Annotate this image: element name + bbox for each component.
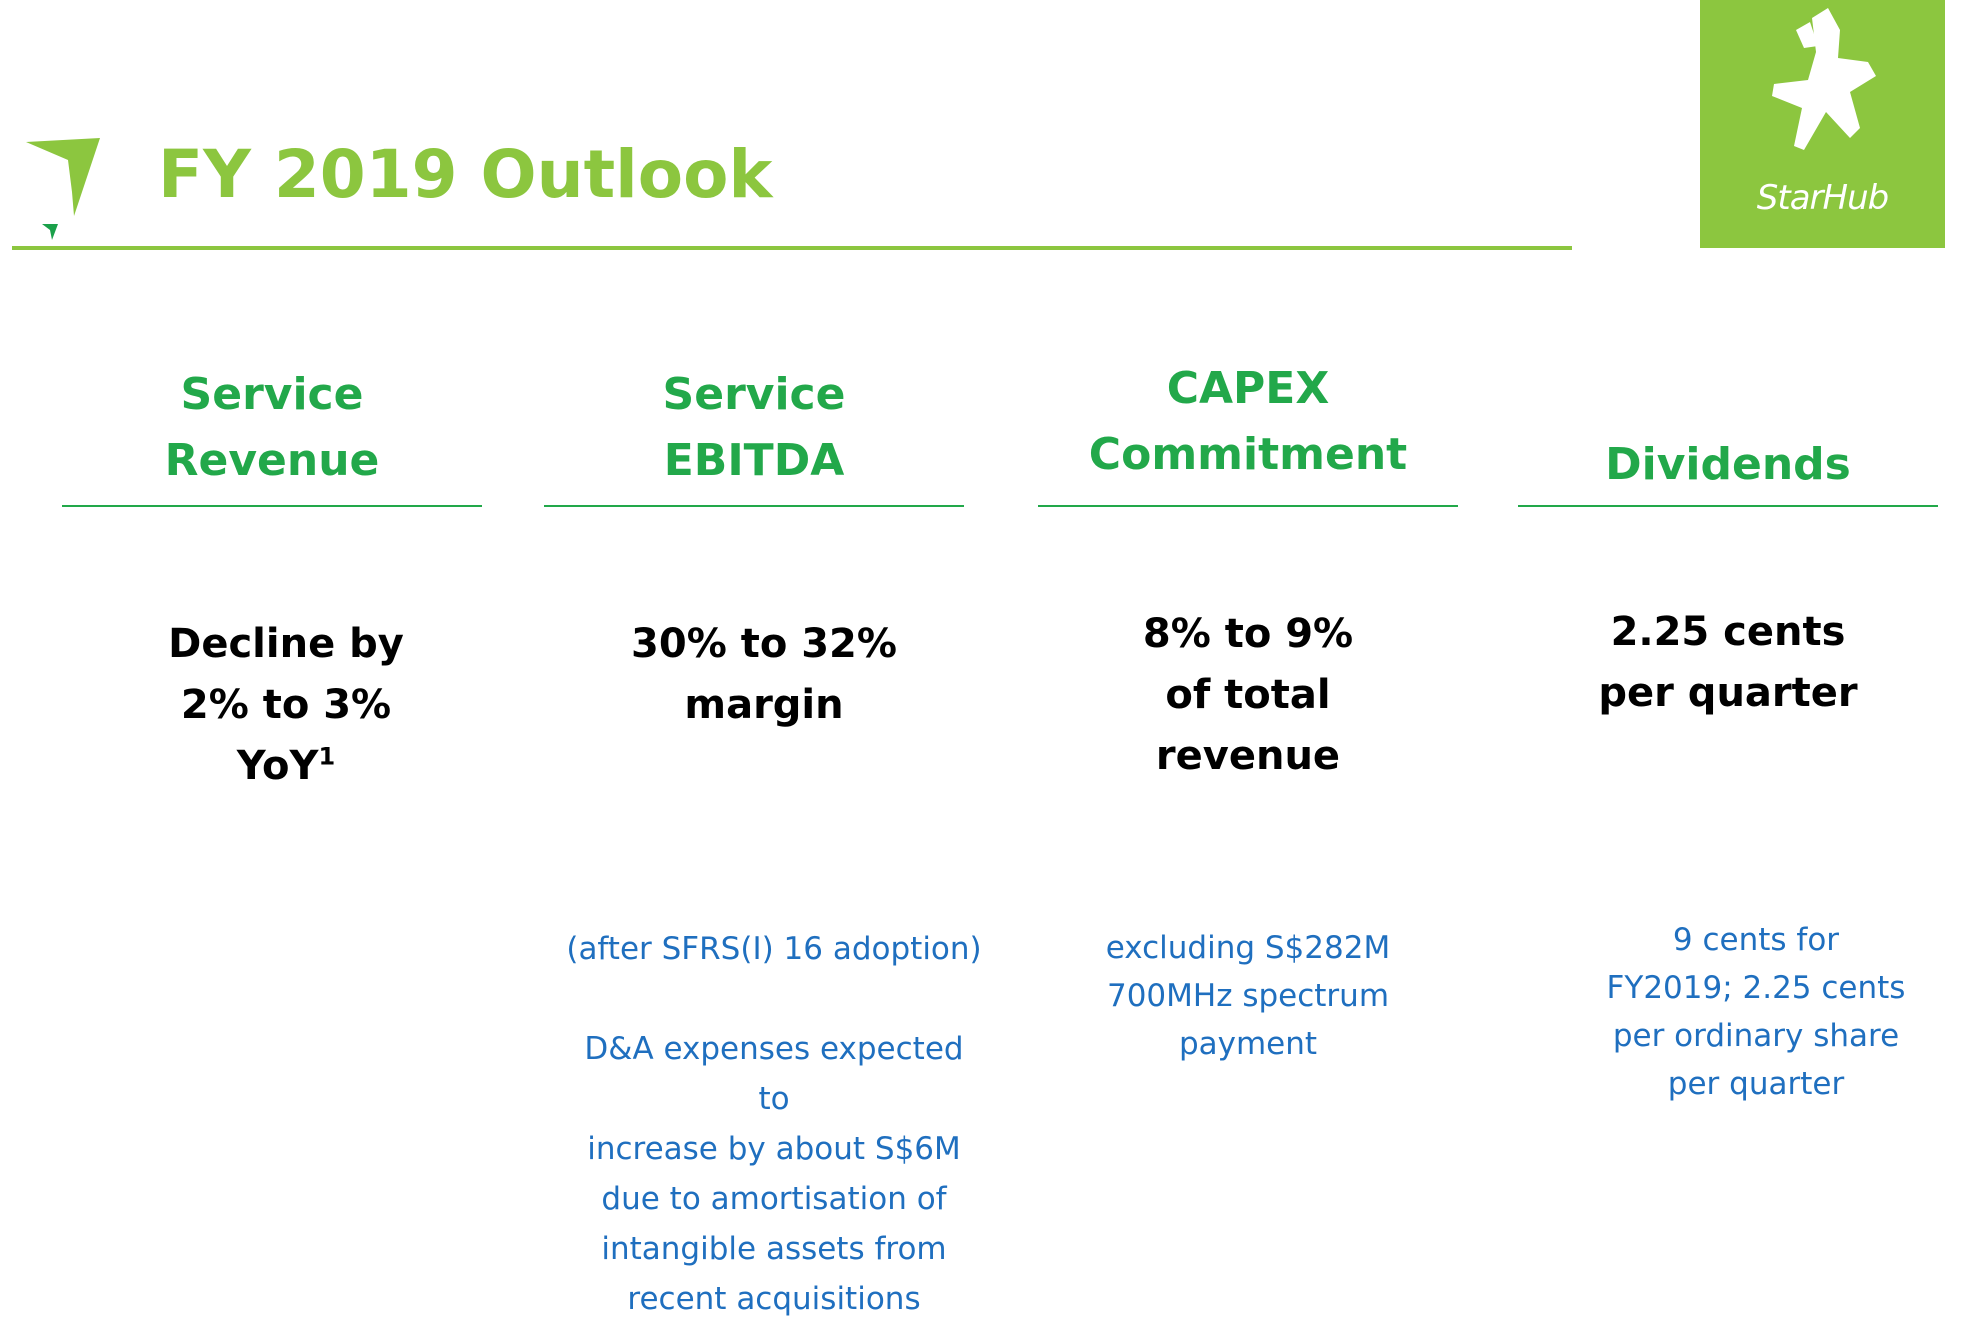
title-divider: [12, 246, 1572, 250]
column-capex-commitment: CAPEX Commitment 8% to 9% of total reven…: [1038, 0, 1458, 1276]
starhub-star-icon: [1772, 8, 1876, 150]
column-service-ebitda: Service EBITDA 30% to 32% margin (after …: [544, 0, 982, 1317]
column-value: 8% to 9% of total revenue: [1142, 611, 1354, 779]
column-heading: Service Revenue: [164, 369, 380, 486]
column-note: (after SFRS(I) 16 adoption) D&A expenses…: [566, 931, 982, 1317]
corner-mark-icon: [26, 138, 100, 240]
column-value: 2.25 cents per quarter: [1598, 609, 1858, 716]
column-note: 9 cents for FY2019; 2.25 cents per ordin…: [1606, 922, 1906, 1102]
page-title: FY 2019 Outlook: [158, 136, 773, 213]
footnote-marker: 1: [318, 742, 336, 771]
column-divider: [1038, 505, 1458, 507]
column-value: 30% to 32% margin: [631, 621, 897, 728]
column-service-revenue: Service Revenue Decline by 2% to 3% YoY1: [62, 0, 482, 1276]
starhub-logo: StarHub: [1700, 0, 1945, 248]
column-heading: CAPEX Commitment: [1088, 363, 1408, 480]
column-divider: [62, 505, 482, 507]
column-note: excluding S$282M 700MHz spectrum payment: [1105, 930, 1391, 1062]
column-value: Decline by 2% to 3% YoY1: [168, 621, 404, 789]
column-divider: [544, 505, 964, 507]
starhub-wordmark: StarHub: [1756, 178, 1889, 218]
column-dividends: Dividends 2.25 cents per quarter 9 cents…: [1518, 0, 1938, 1276]
column-divider: [1518, 505, 1938, 507]
column-heading: Dividends: [1605, 439, 1851, 490]
column-heading: Service EBITDA: [662, 369, 846, 486]
